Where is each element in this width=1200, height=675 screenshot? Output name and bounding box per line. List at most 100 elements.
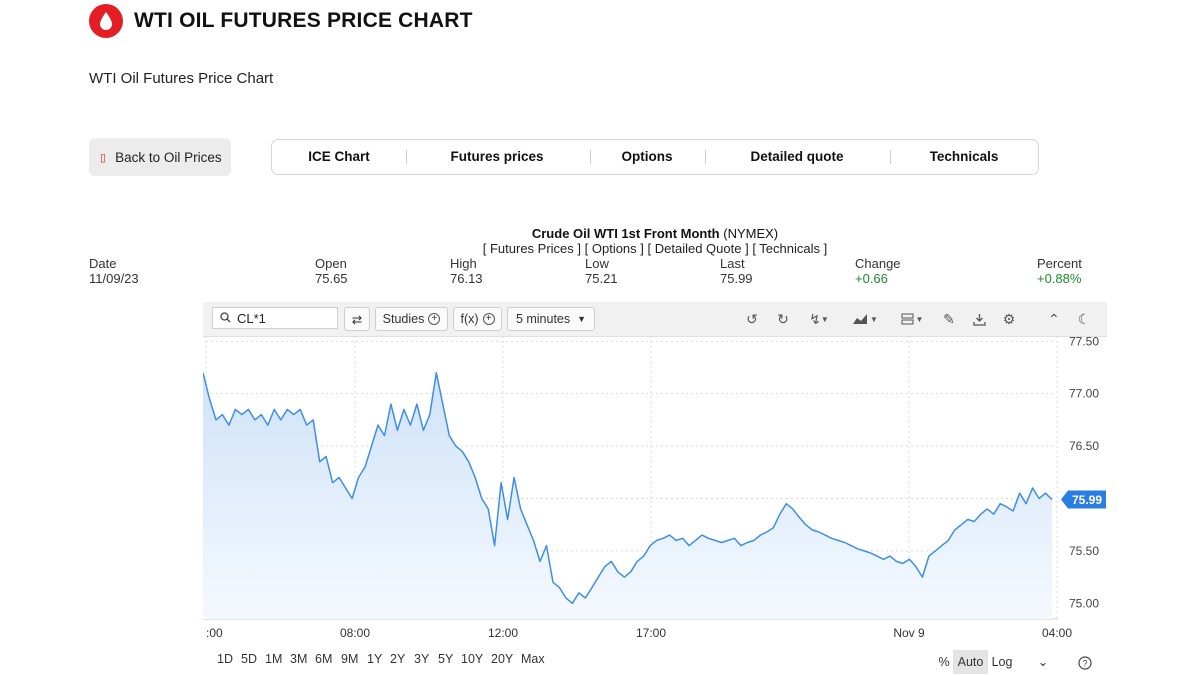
range-5d[interactable]: 5D (241, 652, 257, 666)
back-button-label: Back to Oil Prices (115, 149, 222, 165)
plus-icon: + (482, 313, 495, 325)
range-6m[interactable]: 6M (315, 652, 333, 666)
quote-links: [ Futures Prices ] [ Options ] [ Detaile… (0, 241, 1200, 256)
range-2y[interactable]: 2Y (390, 652, 406, 666)
y-tick-label: 75.50 (1069, 544, 1099, 558)
link-technicals[interactable]: [ Technicals ] (752, 241, 828, 256)
compare-button[interactable]: ⇄ (344, 307, 370, 331)
tab-divider (590, 150, 591, 164)
quote-change-label: Change (855, 256, 901, 271)
quote-change: Change +0.66 (855, 256, 901, 286)
functions-label: f(x) (460, 312, 479, 326)
x-tick-label: Nov 9 (893, 626, 925, 640)
back-arrow-icon: ▯ (100, 151, 107, 164)
collapse-up-icon[interactable]: ⌃ (1048, 310, 1060, 327)
interval-value: 5 minutes (515, 312, 571, 326)
draw-pencil-icon[interactable]: ✎ (943, 310, 955, 327)
instrument-name: Crude Oil WTI 1st Front Month (531, 226, 720, 241)
y-tick-label: 75.00 (1069, 596, 1099, 610)
symbol-search-input[interactable]: CL*1 (212, 307, 338, 329)
quote-percent-label: Percent (1037, 256, 1082, 271)
plus-icon: + (428, 313, 441, 325)
quote-last-value: 75.99 (720, 271, 753, 286)
theme-moon-icon[interactable]: ☾ (1077, 310, 1091, 327)
quote-change-value: +0.66 (855, 271, 888, 286)
events-menu-icon[interactable]: ↯ ▼ (809, 310, 829, 327)
quote-date-value: 11/09/23 (89, 271, 139, 286)
undo-icon[interactable]: ↺ (746, 310, 758, 327)
tab-divider (705, 150, 706, 164)
quote-high-value: 76.13 (450, 271, 483, 286)
expand-down-icon[interactable]: ⌄ (1037, 655, 1049, 669)
quote-low-label: Low (585, 256, 609, 271)
chart-type-menu-icon[interactable]: ▼ (849, 309, 881, 329)
back-to-oil-prices-button[interactable]: ▯ Back to Oil Prices (89, 138, 231, 176)
link-futures-prices[interactable]: [ Futures Prices ] (482, 241, 582, 256)
tab-bar: ICE Chart Futures prices Options Detaile… (271, 139, 1039, 175)
quote-high-label: High (450, 256, 477, 271)
link-options[interactable]: [ Options ] (584, 241, 644, 256)
svg-text:?: ? (1082, 658, 1087, 668)
y-tick-label: 77.00 (1069, 387, 1099, 401)
help-icon[interactable]: ? (1074, 650, 1096, 674)
quote-open: Open 75.65 (315, 256, 348, 286)
tab-futures-prices[interactable]: Futures prices (450, 149, 544, 164)
tab-options[interactable]: Options (621, 149, 673, 164)
range-1y[interactable]: 1Y (367, 652, 383, 666)
tab-detailed-quote[interactable]: Detailed quote (750, 149, 844, 164)
download-icon[interactable] (971, 309, 987, 329)
quote-open-value: 75.65 (315, 271, 348, 286)
quote-open-label: Open (315, 256, 347, 271)
layout-menu-icon[interactable]: ▼ (897, 309, 927, 329)
link-detailed-quote[interactable]: [ Detailed Quote ] (647, 241, 749, 256)
y-tick-label: 76.50 (1069, 439, 1099, 453)
percent-scale-toggle[interactable]: % (938, 655, 950, 669)
tab-divider (406, 150, 407, 164)
tab-technicals[interactable]: Technicals (929, 149, 999, 164)
log-scale-toggle[interactable]: Log (991, 655, 1013, 669)
price-chart[interactable]: 75.00 75.50 76.50 77.00 77.50:00 08:00 12:00 17… (203, 336, 1108, 646)
interval-select[interactable]: 5 minutes ▼ (507, 307, 595, 331)
x-tick-label: :00 (206, 626, 223, 640)
tab-divider (890, 150, 891, 164)
page-subtitle: WTI Oil Futures Price Chart (89, 70, 274, 87)
shuffle-icon: ⇄ (351, 312, 363, 327)
auto-scale-toggle[interactable]: Auto (953, 650, 988, 674)
studies-label: Studies (382, 312, 425, 326)
chart-toolbar: CL*1 ⇄ Studies + f(x) + 5 minutes ▼ ↺ ↻ … (203, 302, 1107, 337)
quote-last: Last 75.99 (720, 256, 753, 286)
search-icon (220, 311, 231, 326)
symbol-value: CL*1 (237, 310, 266, 326)
quote-low: Low 75.21 (585, 256, 618, 286)
redo-icon[interactable]: ↻ (777, 310, 789, 327)
chevron-down-icon: ▼ (577, 314, 587, 324)
range-1m[interactable]: 1M (265, 652, 283, 666)
quote-last-label: Last (720, 256, 745, 271)
range-9m[interactable]: 9M (341, 652, 359, 666)
range-3m[interactable]: 3M (290, 652, 308, 666)
page-title: WTI OIL FUTURES PRICE CHART (134, 9, 473, 32)
studies-button[interactable]: Studies + (375, 307, 448, 331)
x-tick-label: 17:00 (636, 626, 666, 640)
range-max[interactable]: Max (521, 652, 545, 666)
last-price-label: 75.99 (1072, 493, 1102, 507)
price-area (203, 372, 1052, 619)
settings-gear-icon[interactable]: ⚙ (1002, 310, 1016, 327)
functions-button[interactable]: f(x) + (453, 307, 502, 331)
range-5y[interactable]: 5Y (438, 652, 454, 666)
quote-percent: Percent +0.88% (1037, 256, 1082, 286)
exchange-name: (NYMEX) (723, 226, 779, 241)
last-price-badge (1061, 490, 1106, 509)
y-tick-label: 77.50 (1069, 336, 1099, 348)
range-3y[interactable]: 3Y (414, 652, 430, 666)
page-header: WTI OIL FUTURES PRICE CHART (89, 3, 473, 39)
range-20y[interactable]: 20Y (491, 652, 514, 666)
range-10y[interactable]: 10Y (461, 652, 484, 666)
quote-date-label: Date (89, 256, 117, 271)
x-tick-label: 04:00 (1042, 626, 1072, 640)
price-line (203, 371, 1053, 605)
quote-date: Date 11/09/23 (89, 256, 139, 286)
range-1d[interactable]: 1D (217, 652, 233, 666)
tab-ice-chart[interactable]: ICE Chart (308, 149, 370, 164)
quote-low-value: 75.21 (585, 271, 618, 286)
